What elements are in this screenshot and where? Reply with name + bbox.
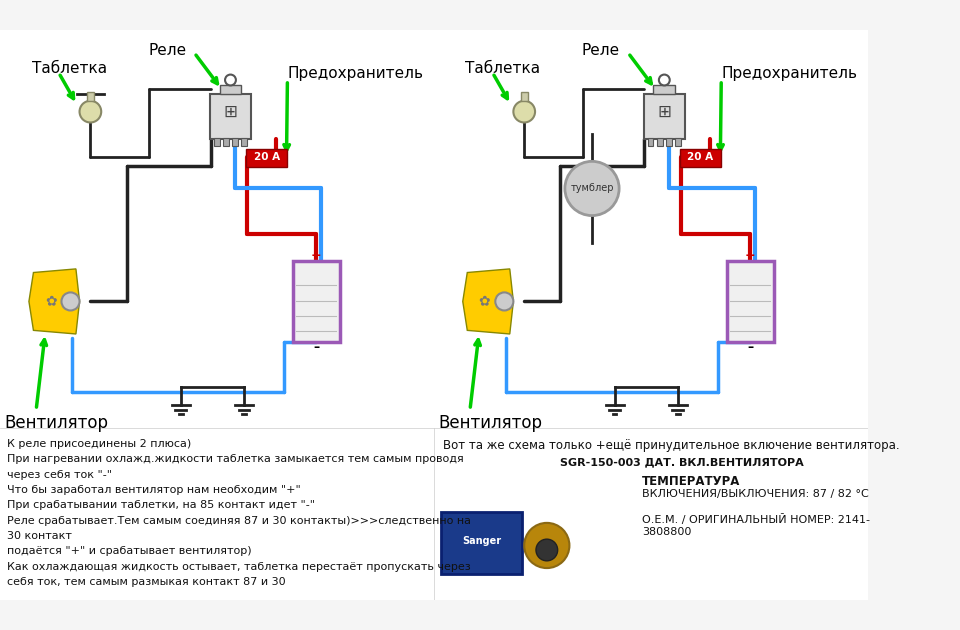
FancyBboxPatch shape — [246, 149, 287, 167]
Text: Реле: Реле — [148, 43, 186, 58]
Text: SGR-150-003 ДАТ. ВКЛ.ВЕНТИЛЯТОРА: SGR-150-003 ДАТ. ВКЛ.ВЕНТИЛЯТОРА — [561, 457, 804, 467]
Bar — [5, 197, 416, 428]
Bar — [520, 92, 528, 101]
Circle shape — [564, 161, 619, 215]
Bar — [657, 138, 662, 146]
Text: Предохранитель: Предохранитель — [721, 66, 857, 81]
Text: через себя ток "-": через себя ток "-" — [8, 469, 112, 479]
Bar — [241, 138, 247, 146]
Text: 3808800: 3808800 — [641, 527, 691, 537]
Text: тумблер: тумблер — [570, 183, 613, 193]
Bar — [86, 92, 94, 101]
Text: ⊞: ⊞ — [224, 103, 237, 120]
Text: Таблетка: Таблетка — [466, 60, 540, 76]
Bar — [224, 138, 228, 146]
Text: подаётся "+" и срабатывает вентилятор): подаётся "+" и срабатывает вентилятор) — [8, 546, 252, 556]
Text: ⊞: ⊞ — [658, 103, 671, 120]
Text: При нагревании охлажд.жидкости таблетка замыкается тем самым проводя: При нагревании охлажд.жидкости таблетка … — [8, 454, 464, 464]
Text: +: + — [311, 249, 322, 262]
Circle shape — [659, 74, 670, 86]
Bar — [439, 39, 854, 428]
Text: Как охлаждающая жидкость остывает, таблетка перестаёт пропускать через: Как охлаждающая жидкость остывает, табле… — [8, 562, 471, 572]
Text: О.Е.М. / ОРИГИНАЛЬНЫЙ НОМЕР: 2141-: О.Е.М. / ОРИГИНАЛЬНЫЙ НОМЕР: 2141- — [641, 514, 870, 525]
Text: Реле: Реле — [582, 43, 620, 58]
Circle shape — [495, 292, 514, 311]
FancyBboxPatch shape — [654, 84, 675, 94]
Text: При срабатывании таблетки, на 85 контакт идет "-": При срабатывании таблетки, на 85 контакт… — [8, 500, 315, 510]
Bar — [5, 39, 420, 428]
Text: 20 А: 20 А — [253, 152, 279, 162]
Bar — [232, 138, 238, 146]
Text: Предохранитель: Предохранитель — [287, 66, 423, 81]
Circle shape — [80, 101, 101, 122]
Circle shape — [514, 101, 535, 122]
Text: –: – — [313, 341, 320, 354]
Bar — [675, 138, 681, 146]
Bar — [214, 138, 220, 146]
FancyBboxPatch shape — [727, 261, 774, 342]
Text: ВКЛЮЧЕНИЯ/ВЫКЛЮЧЕНИЯ: 87 / 82 °С: ВКЛЮЧЕНИЯ/ВЫКЛЮЧЕНИЯ: 87 / 82 °С — [641, 490, 869, 500]
Polygon shape — [463, 269, 514, 334]
Circle shape — [225, 74, 236, 86]
Bar — [443, 197, 854, 428]
FancyBboxPatch shape — [220, 84, 241, 94]
Text: ✿: ✿ — [45, 294, 57, 309]
Text: Что бы заработал вентилятор нам необходим "+": Что бы заработал вентилятор нам необходи… — [8, 485, 301, 495]
Bar — [648, 138, 654, 146]
Text: 20 А: 20 А — [687, 152, 713, 162]
FancyBboxPatch shape — [210, 94, 251, 139]
Text: ✿: ✿ — [479, 294, 491, 309]
FancyBboxPatch shape — [441, 512, 521, 575]
Text: Таблетка: Таблетка — [32, 60, 107, 76]
Text: 30 контакт: 30 контакт — [8, 531, 72, 541]
Circle shape — [61, 292, 80, 311]
Text: Вот та же схема только +ещё принудительное включение вентилятора.: Вот та же схема только +ещё принудительн… — [443, 439, 900, 452]
Text: Вентилятор: Вентилятор — [439, 415, 542, 432]
Text: Sanger: Sanger — [462, 536, 501, 546]
Text: Реле срабатывает.Тем самым соединяя 87 и 30 контакты)>>>следственно на: Реле срабатывает.Тем самым соединяя 87 и… — [8, 515, 471, 525]
Circle shape — [536, 539, 558, 561]
Text: Вентилятор: Вентилятор — [5, 415, 108, 432]
Text: ТЕМПЕРАТУРА: ТЕМПЕРАТУРА — [641, 475, 740, 488]
Text: К реле присоединены 2 плюса): К реле присоединены 2 плюса) — [8, 439, 191, 449]
Polygon shape — [29, 269, 80, 334]
FancyBboxPatch shape — [293, 261, 340, 342]
Text: –: – — [747, 341, 754, 354]
Text: +: + — [745, 249, 756, 262]
Circle shape — [524, 523, 569, 568]
Text: себя ток, тем самым размыкая контакт 87 и 30: себя ток, тем самым размыкая контакт 87 … — [8, 577, 286, 587]
FancyBboxPatch shape — [644, 94, 684, 139]
FancyBboxPatch shape — [680, 149, 721, 167]
Bar — [666, 138, 672, 146]
